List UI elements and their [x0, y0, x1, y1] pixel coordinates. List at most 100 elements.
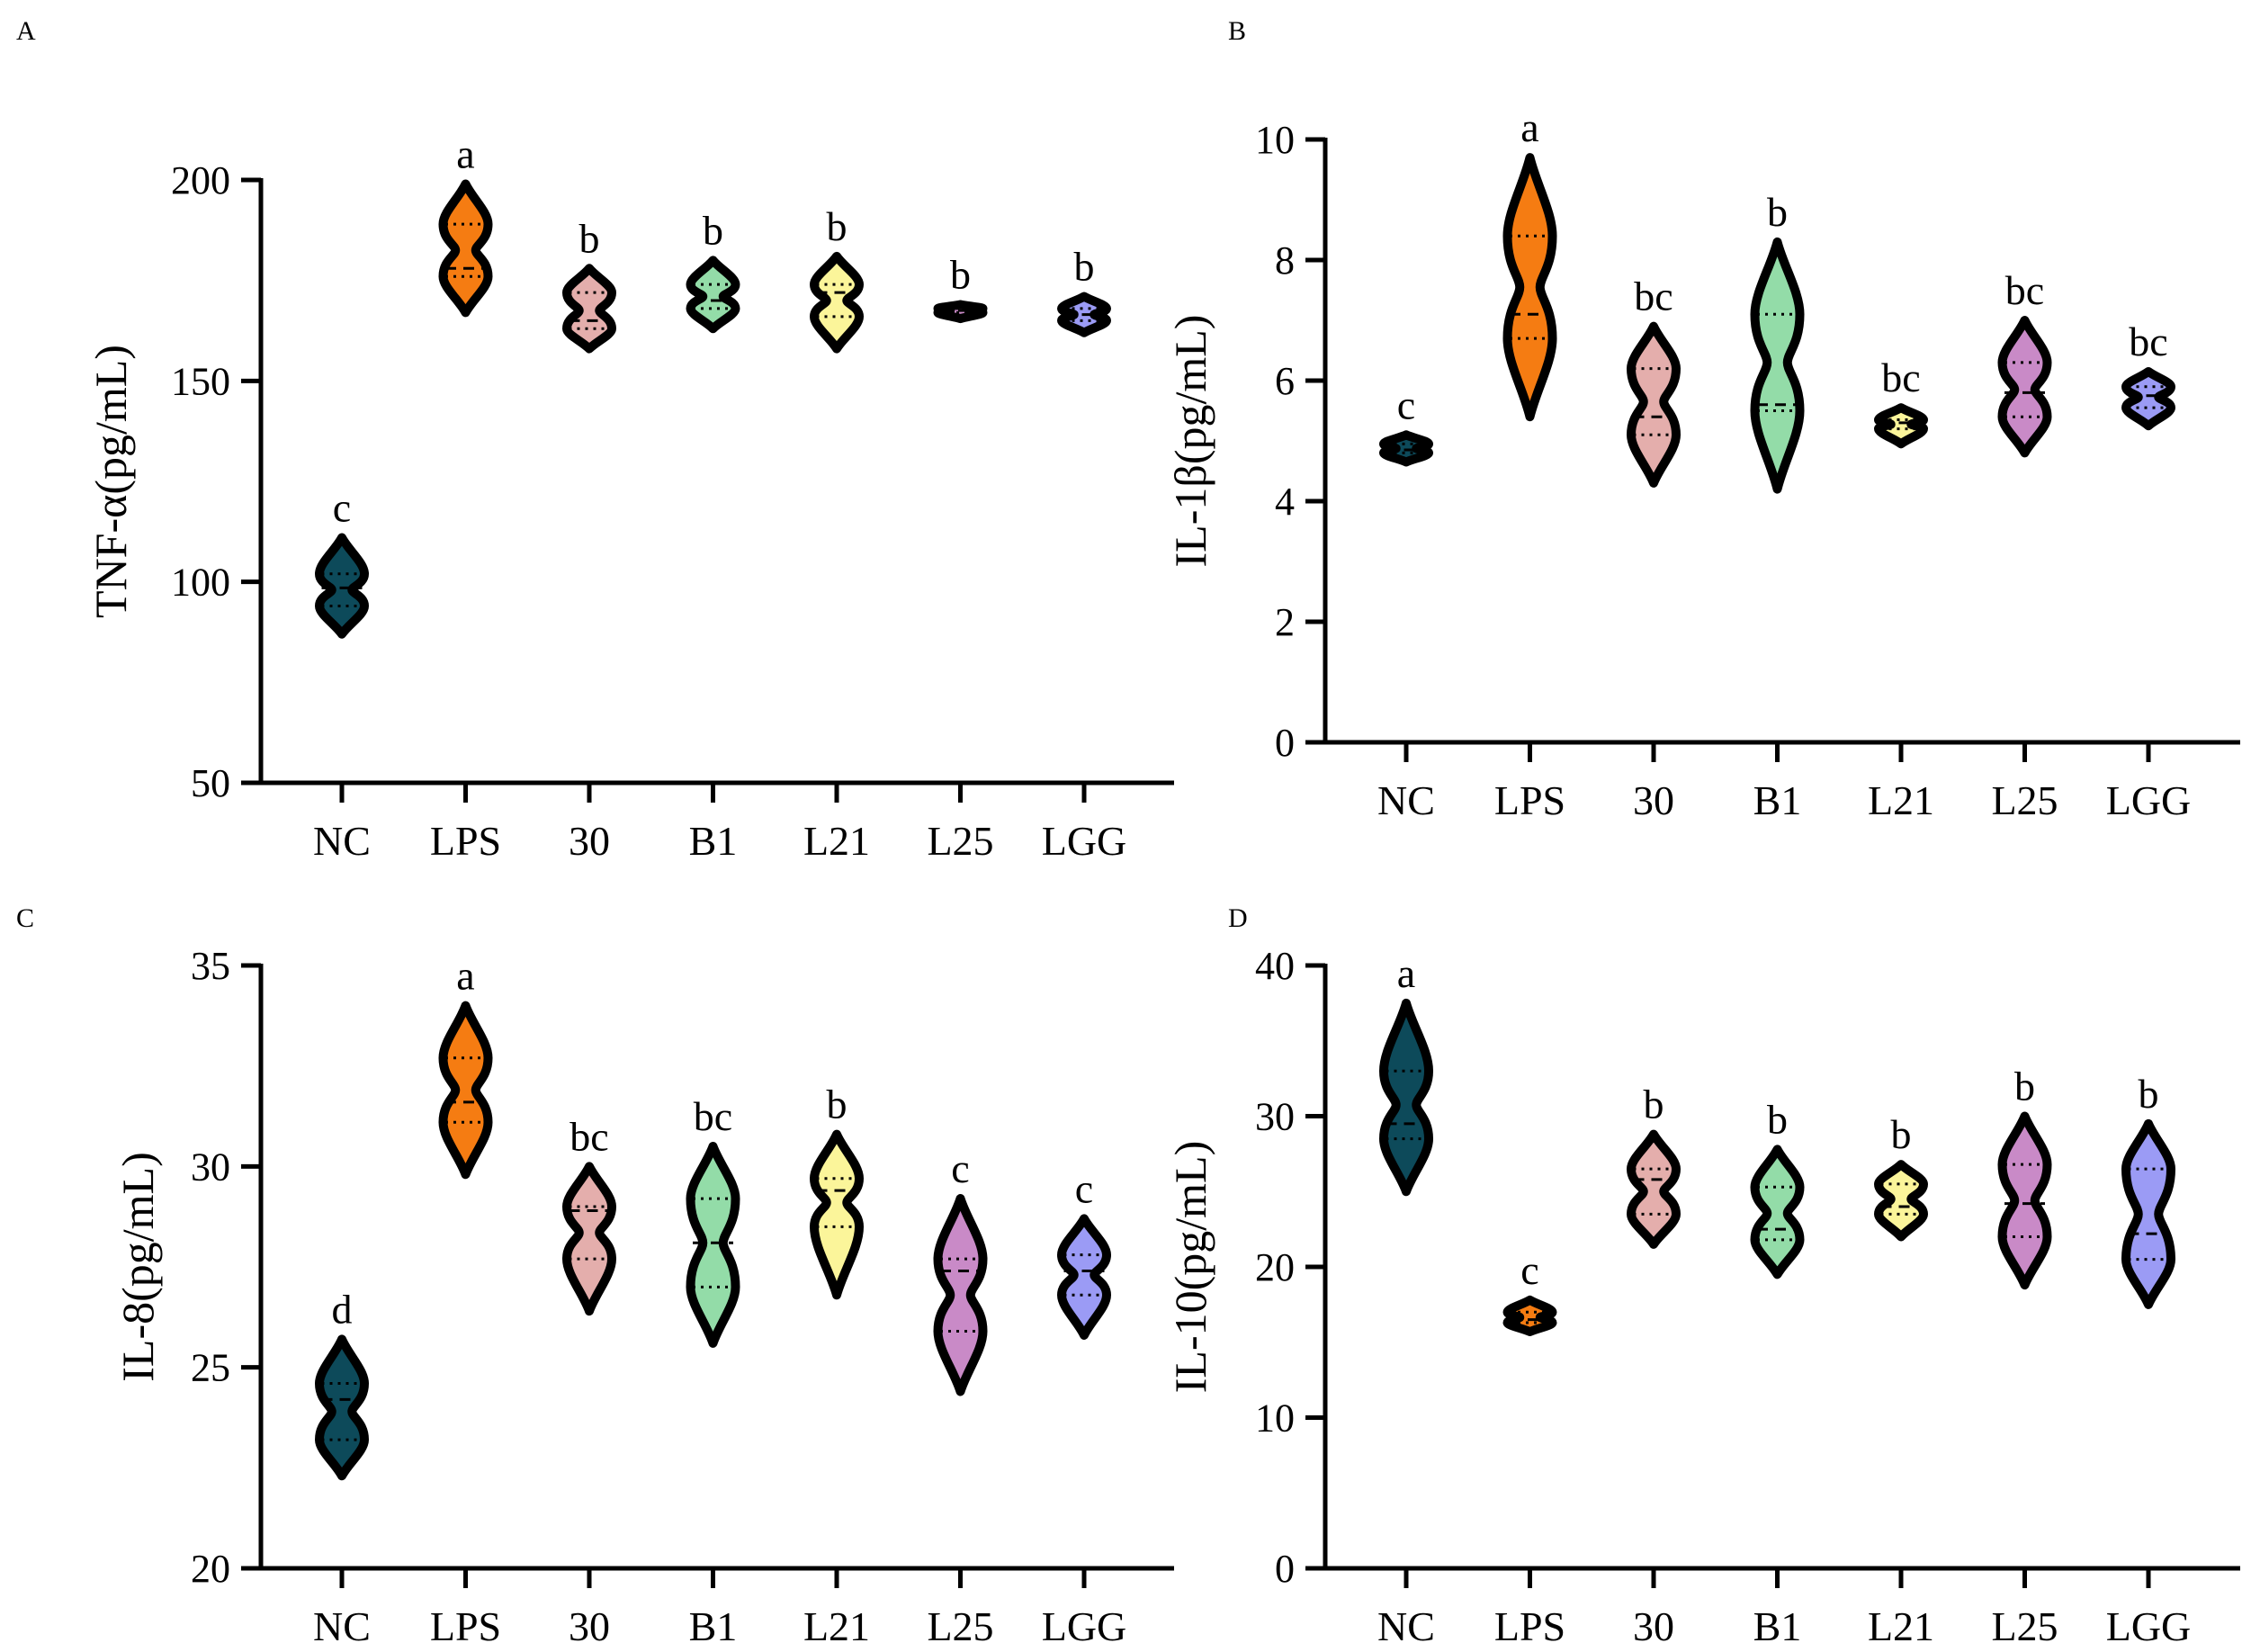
x-tick-label: L25: [1991, 1603, 2058, 1649]
y-tick-label: 8: [1275, 238, 1295, 283]
x-tick-label: 30: [569, 1603, 610, 1649]
x-tick-label: L25: [1991, 777, 2058, 823]
x-tick-label: L25: [927, 1603, 993, 1649]
significance-label: bc: [1881, 355, 1920, 400]
x-tick-label: L21: [1868, 1603, 1934, 1649]
significance-label: b: [950, 251, 971, 297]
y-tick-label: 0: [1275, 1547, 1295, 1591]
significance-label: b: [1767, 1096, 1788, 1142]
significance-label: b: [1767, 189, 1788, 235]
violin-30: [562, 1162, 616, 1316]
y-axis-title: IL-8(pg/mL): [112, 1152, 163, 1381]
y-tick-label: 2: [1275, 600, 1295, 644]
significance-label: c: [1520, 1247, 1538, 1293]
panel-letter: C: [16, 903, 34, 933]
significance-label: b: [703, 207, 723, 253]
violin-l21: [1874, 1160, 1928, 1242]
violin-l25: [1997, 316, 2052, 458]
x-tick-label: LPS: [430, 818, 501, 864]
panel-c: C 20 25 30 35 IL-8(pg/mL) NC d LPS a 30 bc B1 bc L21 b L…: [16, 903, 1174, 1649]
significance-label: a: [456, 130, 474, 176]
y-axis-title: IL-1β(pg/mL): [1165, 315, 1215, 568]
violin-lgg: [2121, 366, 2175, 431]
significance-label: a: [1397, 950, 1415, 996]
x-tick-label: LGG: [1042, 1603, 1127, 1649]
x-tick-label: LGG: [1042, 818, 1127, 864]
x-tick-label: B1: [1753, 1603, 1802, 1649]
x-tick-label: L21: [1868, 777, 1934, 823]
y-tick-label: 30: [191, 1145, 230, 1189]
violin-30: [562, 264, 616, 354]
significance-label: b: [1074, 244, 1095, 290]
significance-label: bc: [2129, 319, 2167, 364]
significance-label: c: [1397, 382, 1415, 427]
x-tick-label: L21: [803, 818, 870, 864]
violin-b1: [1750, 237, 1805, 494]
x-tick-label: LPS: [1494, 777, 1565, 823]
y-tick-label: 150: [171, 359, 230, 403]
y-tick-label: 6: [1275, 359, 1295, 403]
panel-b: B 0 2 4 6 8 10 IL-1β(pg/mL) NC c LPS a 30 bc B1 b L21 bc L…: [1165, 16, 2240, 823]
x-tick-label: LPS: [1494, 1603, 1565, 1649]
x-tick-label: NC: [313, 1603, 371, 1649]
panel-letter: B: [1228, 16, 1246, 46]
violin-lgg: [2121, 1118, 2175, 1309]
violin-30: [1627, 1129, 1681, 1249]
x-tick-label: NC: [1377, 777, 1435, 823]
y-tick-label: 40: [1255, 944, 1295, 988]
violin-nc: [1379, 430, 1433, 467]
violin-lgg: [1057, 1214, 1111, 1340]
violin-30: [1627, 321, 1681, 488]
violin-b1: [1750, 1145, 1805, 1279]
x-tick-label: NC: [1377, 1603, 1435, 1649]
y-tick-label: 30: [1255, 1095, 1295, 1139]
violin-nc: [315, 1334, 369, 1481]
y-tick-label: 100: [171, 561, 230, 605]
violin-lps: [1502, 1295, 1557, 1337]
x-tick-label: NC: [313, 818, 371, 864]
significance-label: a: [1520, 104, 1538, 150]
significance-label: a: [456, 953, 474, 999]
x-tick-label: 30: [1633, 1603, 1674, 1649]
x-tick-label: L25: [927, 818, 993, 864]
y-axis-title: TNF-α(pg/mL): [85, 345, 136, 618]
violin-nc: [315, 533, 369, 639]
significance-label: bc: [1634, 274, 1673, 319]
panel-a: A 50 100 150 200 TNF-α(pg/mL) NC c LPS a 30 b B1 b L21…: [16, 16, 1174, 864]
x-tick-label: 30: [569, 818, 610, 864]
significance-label: bc: [569, 1113, 608, 1159]
significance-label: bc: [2005, 267, 2044, 313]
panel-letter: D: [1228, 903, 1248, 933]
violin-b1: [686, 256, 740, 334]
x-tick-label: LGG: [2106, 1603, 2192, 1649]
y-tick-label: 50: [191, 761, 230, 805]
violin-nc: [1379, 998, 1433, 1197]
violin-l21: [810, 251, 864, 354]
significance-label: c: [951, 1145, 969, 1191]
x-tick-label: B1: [689, 1603, 738, 1649]
y-tick-label: 35: [191, 944, 230, 988]
x-tick-label: LPS: [430, 1603, 501, 1649]
x-tick-label: 30: [1633, 777, 1674, 823]
x-tick-label: L21: [803, 1603, 870, 1649]
significance-label: b: [2014, 1064, 2035, 1109]
significance-label: c: [333, 485, 351, 531]
y-tick-label: 10: [1255, 118, 1295, 162]
y-tick-label: 20: [1255, 1245, 1295, 1289]
violin-b1: [686, 1142, 740, 1348]
y-tick-label: 10: [1255, 1396, 1295, 1441]
violin-l21: [810, 1129, 864, 1300]
x-tick-label: LGG: [2106, 777, 2192, 823]
significance-label: d: [332, 1286, 353, 1332]
significance-label: b: [827, 1082, 847, 1127]
y-tick-label: 200: [171, 158, 230, 202]
significance-label: c: [1075, 1165, 1093, 1211]
significance-label: b: [579, 215, 600, 261]
x-tick-label: B1: [689, 818, 738, 864]
significance-label: b: [1891, 1111, 1912, 1157]
significance-label: bc: [694, 1093, 732, 1139]
violin-l25: [933, 1194, 988, 1396]
significance-label: b: [2139, 1071, 2159, 1117]
violin-l21: [1874, 403, 1928, 449]
